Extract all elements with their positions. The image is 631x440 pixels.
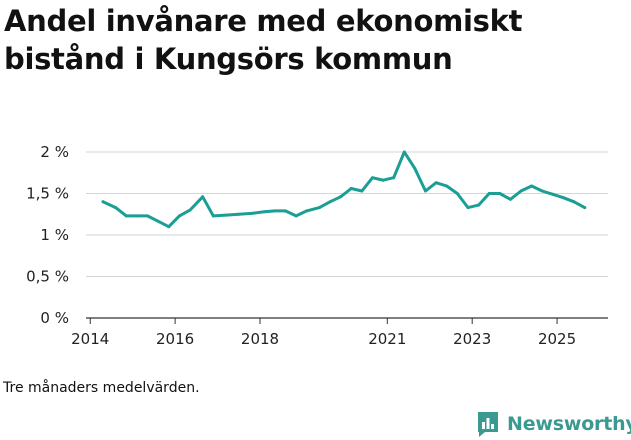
y-tick-label: 0 %	[40, 309, 69, 327]
data-point	[250, 211, 253, 215]
data-point	[583, 206, 587, 210]
data-point	[371, 176, 374, 180]
data-point	[284, 209, 287, 213]
data-point	[124, 214, 128, 218]
data-point	[188, 208, 192, 212]
bar-chart-speech-bubble-icon	[478, 412, 498, 437]
data-point	[519, 189, 523, 193]
data-point	[434, 181, 438, 185]
data-point	[349, 187, 353, 190]
chart-title: Andel invånare med ekonomiskt bistånd i …	[4, 4, 523, 76]
brand-logo[interactable]: Newsworthy	[476, 408, 631, 440]
y-tick-label: 2 %	[40, 143, 69, 161]
x-tick-label: 2025	[538, 330, 576, 348]
data-point	[498, 192, 502, 195]
data-point	[101, 200, 105, 204]
data-point	[360, 189, 364, 193]
data-point	[135, 214, 139, 218]
data-point	[424, 189, 427, 193]
data-point	[487, 192, 491, 195]
data-point	[466, 206, 470, 210]
data-point	[273, 209, 277, 213]
data-point	[146, 214, 149, 218]
data-point	[477, 203, 481, 207]
series-line	[101, 150, 587, 229]
data-point	[114, 206, 118, 210]
y-tick-label: 1,5 %	[26, 185, 69, 203]
data-point	[392, 176, 396, 180]
x-tick-label: 2023	[453, 330, 491, 348]
data-point	[224, 213, 228, 217]
x-tick-label: 2014	[71, 330, 109, 348]
x-tick-label: 2016	[156, 330, 194, 348]
data-point	[402, 150, 406, 154]
data-point	[445, 184, 449, 188]
data-point	[561, 196, 565, 200]
data-point	[167, 225, 171, 229]
data-point	[177, 214, 181, 218]
data-point	[551, 192, 555, 196]
data-point	[317, 206, 321, 210]
data-point	[540, 189, 544, 193]
data-point	[381, 178, 385, 182]
data-point	[201, 195, 205, 199]
y-tick-label: 1 %	[40, 226, 69, 244]
data-point	[572, 200, 576, 204]
data-point	[262, 210, 266, 214]
data-point	[328, 200, 332, 204]
data-point	[508, 197, 512, 201]
data-point	[455, 192, 459, 195]
data-point	[237, 212, 241, 216]
data-point	[413, 167, 417, 171]
x-tick-label: 2021	[368, 330, 406, 348]
data-point	[339, 195, 343, 199]
data-point	[305, 209, 309, 213]
data-point	[530, 184, 534, 188]
chart-footnote: Tre månaders medelvärden.	[3, 380, 200, 396]
brand-name: Newsworthy	[507, 413, 631, 435]
y-tick-label: 0,5 %	[26, 268, 69, 286]
data-point	[211, 214, 215, 218]
data-point	[294, 214, 298, 218]
x-tick-label: 2018	[241, 330, 279, 348]
